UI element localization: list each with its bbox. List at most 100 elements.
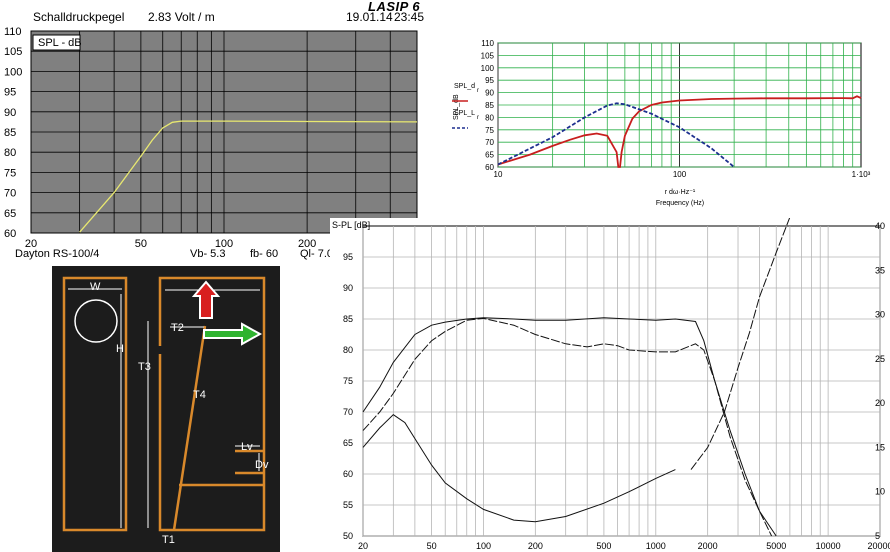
lasip-y-tick: 80 [4,147,16,159]
measurement-y-tick: 65 [343,438,353,448]
measurement-y2-tick: 35 [875,265,885,275]
mathcad-y-tick: 85 [485,101,494,110]
label-t1: T1 [162,534,175,546]
right-arrow-icon [203,322,263,346]
measurement-y2-tick: 25 [875,354,885,364]
mathcad-y-tick: 95 [485,76,494,85]
mathcad-y-tick: 70 [485,138,494,147]
mathcad-y-tick: 80 [485,113,494,122]
mathcad-x-label1: r dω·Hz⁻¹ [665,189,696,196]
lasip-y-tick: 95 [4,87,16,99]
lasip-y-tick: 100 [4,66,22,78]
mathcad-legend-l: SPL_L [454,110,475,117]
measurement-x-tick: 50 [427,541,437,551]
mathcad-x-label2: Frequency (Hz) [656,200,704,207]
enclosure-sketch: W H T2 T3 T4 Lv Dv T1 [52,266,280,552]
mathcad-series-spll [497,102,735,168]
measurement-y-tick: 60 [343,469,353,479]
mathcad-legend-d-sub: r [477,88,479,94]
measurement-x-tick: 1000 [646,541,666,551]
mathcad-x-tick: 100 [673,170,687,179]
mathcad-x-tick: 10 [494,170,503,179]
lasip-y-tick: 70 [4,188,16,200]
lasip-chart: 60 65 70 75 80 85 90 95 100 105 110 20 50 100 200 SPL… [4,26,418,250]
mathcad-y-tick: 90 [485,89,494,98]
measurement-x-tick: 10000 [816,541,841,551]
lasip-y-tick: 60 [4,228,16,240]
measurement-chart: 50 55 60 65 70 75 80 85 90 95 5 10 15 20 25 30 35 40 20 5… [332,218,890,551]
measurement-y-tick: 70 [343,407,353,417]
measurement-y2-tick: 15 [875,442,885,452]
label-t4: T4 [193,389,206,401]
tl-divider [172,325,207,531]
lasip-panel: Schalldruckpegel 2.83 Volt / m 19.01.14 … [0,0,430,265]
lasip-x-tick: 100 [215,238,233,250]
lasip-ql: Ql- 7.0 [300,248,334,260]
measurement-y-tick: 55 [343,500,353,510]
lasip-x-tick: 20 [25,238,37,250]
mathcad-legend-d: SPL_d [454,83,475,90]
measurement-x-tick: 500 [596,541,611,551]
measurement-y2-tick: 5 [875,531,880,541]
lasip-y-tick: 75 [4,167,16,179]
mathcad-series-spld [497,95,862,168]
measurement-series-2 [362,414,676,523]
measurement-x-tick: 200 [528,541,543,551]
tl-box-outline [158,276,266,532]
measurement-series-1 [362,317,773,537]
measurement-x-tick: 5000 [766,541,786,551]
driver-circle [74,299,118,343]
mathcad-panel: 60 65 70 75 80 85 90 95 100 105 110 10 100 1·10³ SPL… [430,0,890,218]
up-arrow-icon [191,280,221,319]
lasip-spl-line [79,120,418,233]
lasip-fb: fb- 60 [250,248,279,260]
lasip-legend-box [32,34,81,51]
measurement-y2-tick: 10 [875,487,885,497]
lasip-y-tick: 110 [4,26,22,38]
label-dv: Dv [255,459,269,471]
measurement-y2-tick: 20 [875,398,885,408]
mathcad-x-tick: 1·10³ [852,170,871,179]
lasip-title: Schalldruckpegel [33,10,125,24]
lasip-y-tick: 105 [4,46,22,58]
mathcad-y-title: SPL_dB [453,94,460,120]
lasip-y-tick: 65 [4,208,16,220]
lasip-x-tick: 200 [298,238,316,250]
lasip-y-tick: 90 [4,107,16,119]
lasip-logo: LASIP 6 [368,0,421,14]
lasip-driver: Dayton RS-100/4 [15,248,100,260]
measurement-x-tick: 20 [358,541,368,551]
measurement-y-tick: 75 [343,376,353,386]
measurement-x-tick: 100 [476,541,491,551]
measurement-series-3 [690,218,791,470]
label-t2: T2 [171,322,184,334]
measurement-y-tick: 50 [343,531,353,541]
enclosure-drawing: W H T2 T3 T4 Lv Dv T1 [62,276,269,546]
measurement-y2-tick: 30 [875,310,885,320]
lasip-vb: Vb- 5.3 [190,248,226,260]
measurement-y-tick: 95 [343,252,353,262]
measurement-panel: 50 55 60 65 70 75 80 85 90 95 5 10 15 20 25 30 35 40 20 5… [330,218,890,552]
label-t3: T3 [138,361,151,373]
label-h: H [116,343,124,355]
mathcad-y-tick: 60 [485,163,494,172]
mathcad-y-tick: 110 [481,39,494,48]
label-w: W [90,281,101,293]
measurement-series-0 [362,317,777,537]
mathcad-y-tick: 75 [485,126,494,135]
lasip-date: 19.01.14 [346,10,393,24]
mathcad-chart: 60 65 70 75 80 85 90 95 100 105 110 10 100 1·10³ SPL… [452,39,871,207]
measurement-y2-tick: 40 [875,221,885,231]
closed-box-outline [62,276,128,532]
measurement-y-tick: 85 [343,314,353,324]
lasip-x-tick: 50 [135,238,147,250]
lasip-time: 23:45 [394,10,425,24]
mathcad-legend-l-sub: r [477,115,479,121]
measurement-x-tick: 2000 [698,541,718,551]
lasip-legend: SPL - dB [38,37,82,49]
label-lv: Lv [241,441,253,453]
measurement-x-tick: 20000 [867,541,890,551]
mathcad-y-tick: 105 [481,51,495,60]
mathcad-y-tick: 100 [481,64,495,73]
measurement-y-tick: 80 [343,345,353,355]
